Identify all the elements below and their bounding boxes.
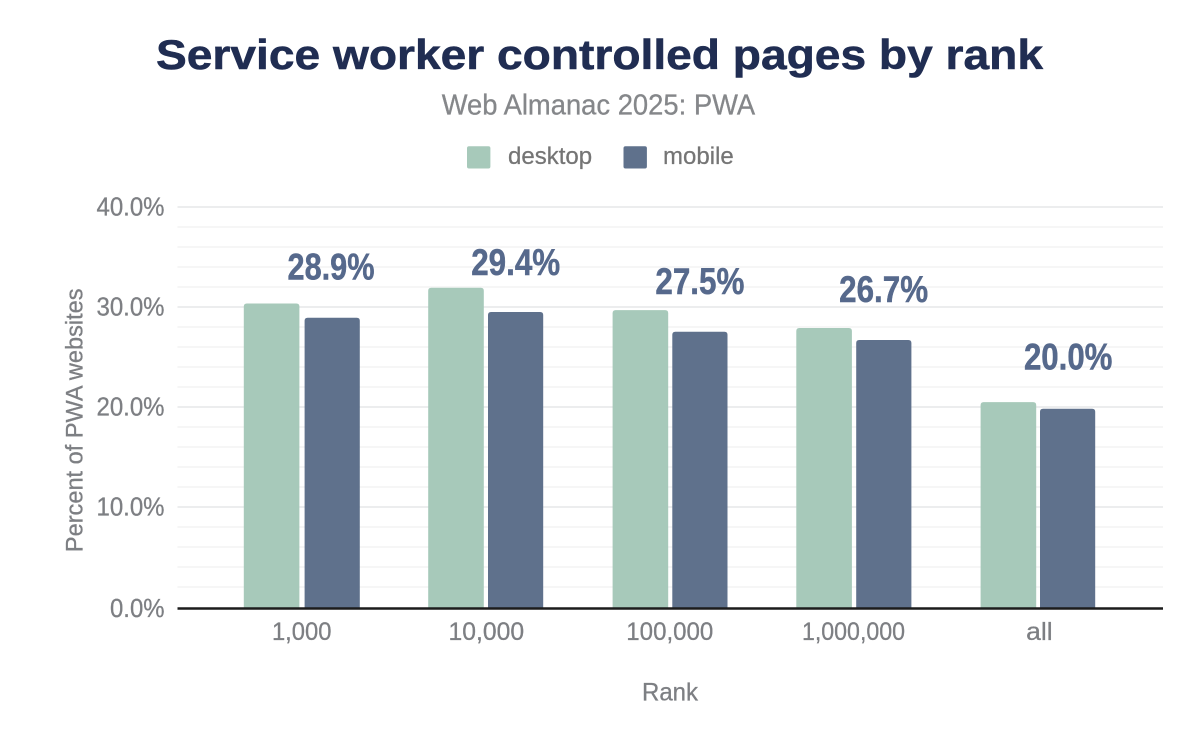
- svg-text:all: all: [1026, 618, 1053, 646]
- svg-text:29.4%: 29.4%: [471, 242, 560, 283]
- svg-text:27.5%: 27.5%: [655, 261, 744, 302]
- svg-text:30.0%: 30.0%: [97, 293, 165, 321]
- svg-text:Service worker controlled page: Service worker controlled pages by rank: [156, 31, 1044, 78]
- svg-text:Rank: Rank: [642, 678, 698, 706]
- svg-text:1,000,000: 1,000,000: [802, 618, 905, 646]
- svg-text:Percent of PWA websites: Percent of PWA websites: [62, 289, 89, 553]
- svg-text:mobile: mobile: [663, 143, 734, 170]
- svg-text:20.0%: 20.0%: [1024, 337, 1113, 378]
- svg-text:1,000: 1,000: [272, 618, 332, 646]
- svg-text:28.9%: 28.9%: [288, 247, 375, 288]
- svg-text:26.7%: 26.7%: [839, 269, 928, 310]
- svg-text:100,000: 100,000: [626, 618, 713, 646]
- svg-text:40.0%: 40.0%: [97, 193, 165, 221]
- svg-text:0.0%: 0.0%: [110, 595, 165, 623]
- svg-text:10.0%: 10.0%: [97, 493, 165, 521]
- svg-text:desktop: desktop: [508, 143, 592, 170]
- svg-text:10,000: 10,000: [449, 618, 525, 646]
- svg-text:20.0%: 20.0%: [97, 393, 165, 421]
- svg-text:Web Almanac 2025: PWA: Web Almanac 2025: PWA: [442, 90, 756, 122]
